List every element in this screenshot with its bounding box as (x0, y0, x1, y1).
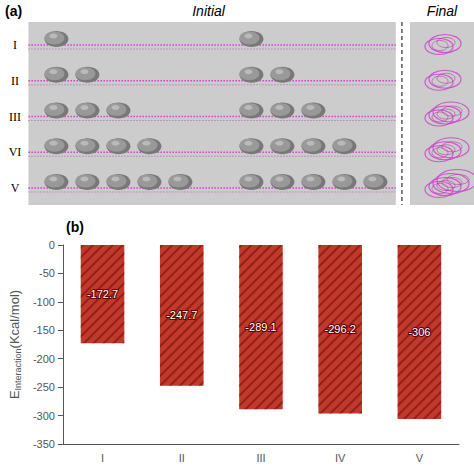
svg-text:Initial: Initial (192, 3, 226, 19)
svg-text:V: V (416, 452, 424, 464)
svg-text:-200: -200 (33, 353, 55, 365)
svg-text:-300: -300 (33, 410, 55, 422)
svg-text:E: E (7, 390, 22, 399)
svg-text:0: 0 (49, 239, 55, 251)
svg-text:-250: -250 (33, 381, 55, 393)
svg-text:II: II (11, 74, 19, 88)
svg-text:I: I (13, 38, 17, 52)
svg-text:-172.7: -172.7 (87, 288, 118, 300)
svg-text:-296.2: -296.2 (325, 323, 356, 335)
svg-text:Final: Final (427, 3, 458, 19)
svg-text:-50: -50 (39, 267, 55, 279)
svg-text:(b): (b) (66, 219, 84, 235)
svg-text:(Kcal/mol): (Kcal/mol) (7, 290, 22, 349)
svg-text:II: II (179, 452, 185, 464)
svg-text:Interaction: Interaction (13, 348, 23, 390)
svg-text:IV: IV (335, 452, 346, 464)
svg-text:I: I (101, 452, 104, 464)
svg-text:(a): (a) (5, 3, 22, 19)
svg-text:-100: -100 (33, 296, 55, 308)
svg-text:-306: -306 (408, 326, 430, 338)
svg-text:-289.1: -289.1 (245, 321, 276, 333)
svg-text:-350: -350 (33, 438, 55, 450)
svg-text:III: III (256, 452, 265, 464)
svg-text:-247.7: -247.7 (166, 309, 197, 321)
svg-text:VI: VI (9, 145, 22, 159)
svg-text:III: III (9, 110, 21, 124)
svg-text:V: V (11, 181, 20, 195)
svg-text:-150: -150 (33, 324, 55, 336)
